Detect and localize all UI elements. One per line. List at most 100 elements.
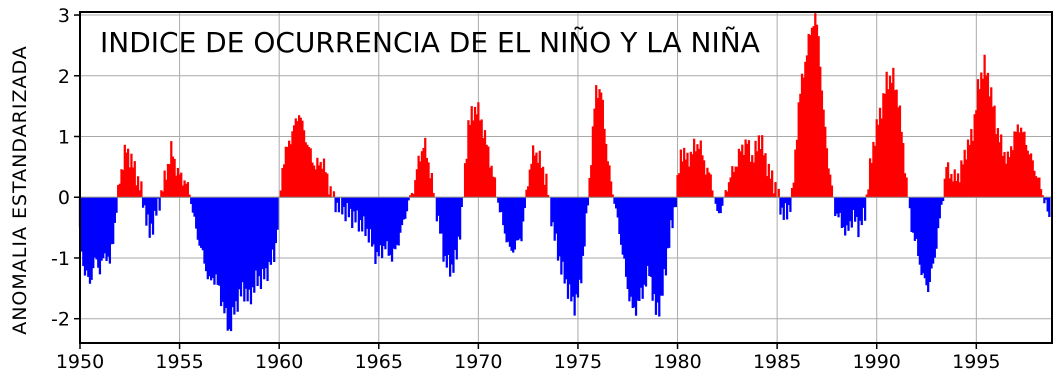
bar-357 xyxy=(683,147,686,198)
bar-342 xyxy=(658,197,661,317)
bar-284 xyxy=(561,197,565,262)
bar-212 xyxy=(437,197,440,216)
x-tick-label-6: 1980 xyxy=(653,351,701,373)
bar-109 xyxy=(259,197,263,290)
bar-175 xyxy=(374,197,377,265)
bar-149 xyxy=(327,194,331,198)
bar-417 xyxy=(787,197,790,206)
bar-266 xyxy=(530,163,533,198)
bar-424 xyxy=(799,93,802,198)
bar-429 xyxy=(807,33,810,198)
bar-345 xyxy=(663,197,666,270)
bar-301 xyxy=(590,165,593,198)
bar-197 xyxy=(410,192,414,198)
bar-512 xyxy=(948,178,951,198)
bar-173 xyxy=(371,197,374,247)
bar-119 xyxy=(276,197,279,230)
bar-158 xyxy=(346,197,349,204)
bar-415 xyxy=(784,197,787,204)
bar-302 xyxy=(591,126,595,198)
bar-31 xyxy=(130,153,133,198)
bar-462 xyxy=(863,197,867,221)
bar-519 xyxy=(960,160,963,198)
bar-501 xyxy=(930,197,933,269)
bar-203 xyxy=(420,151,424,198)
bar-202 xyxy=(419,161,422,198)
bar-460 xyxy=(860,197,863,226)
y-tick-label-0: 3 xyxy=(58,5,70,27)
bar-496 xyxy=(922,197,925,274)
bar-478 xyxy=(890,82,893,198)
bar-38 xyxy=(141,197,145,208)
bar-410 xyxy=(774,182,777,198)
bar-399 xyxy=(756,151,759,198)
bar-66 xyxy=(188,194,191,198)
bar-541 xyxy=(996,128,1000,198)
bar-371 xyxy=(706,167,709,198)
bar-147 xyxy=(324,172,327,198)
bar-261 xyxy=(522,197,525,222)
bar-122 xyxy=(283,164,286,198)
bar-225 xyxy=(458,197,462,240)
bar-335 xyxy=(646,197,649,266)
bar-28 xyxy=(125,152,128,198)
y-tick-label-3: 0 xyxy=(58,187,70,209)
bar-544 xyxy=(1001,155,1004,198)
bar-407 xyxy=(769,178,772,198)
bar-91 xyxy=(229,197,233,332)
bar-362 xyxy=(691,154,694,198)
bar-386 xyxy=(734,166,737,198)
bar-484 xyxy=(900,131,903,198)
bar-310 xyxy=(605,143,608,198)
bar-565 xyxy=(1036,177,1039,198)
bar-412 xyxy=(779,197,782,215)
bar-425 xyxy=(800,73,804,198)
bar-348 xyxy=(668,197,671,248)
bar-346 xyxy=(664,197,668,276)
bar-290 xyxy=(571,197,575,297)
bar-375 xyxy=(714,197,717,204)
bar-299 xyxy=(586,197,590,206)
bar-103 xyxy=(249,197,253,305)
bar-231 xyxy=(470,106,473,198)
bar-367 xyxy=(699,140,702,198)
bar-214 xyxy=(440,197,443,234)
bar-204 xyxy=(422,147,425,198)
bar-325 xyxy=(629,197,633,297)
bar-281 xyxy=(556,197,560,261)
bar-140 xyxy=(312,165,316,198)
bar-436 xyxy=(819,66,822,198)
bar-226 xyxy=(460,197,463,208)
bar-154 xyxy=(337,197,341,213)
bar-317 xyxy=(616,197,619,218)
plot-frame xyxy=(79,11,1053,344)
bar-18 xyxy=(108,197,112,264)
bar-50 xyxy=(161,191,165,198)
bar-485 xyxy=(902,143,905,198)
bar-105 xyxy=(253,197,256,293)
bar-384 xyxy=(731,166,734,198)
bar-507 xyxy=(940,197,943,205)
bar-116 xyxy=(271,197,274,250)
bar-427 xyxy=(804,61,807,198)
bar-43 xyxy=(150,197,153,224)
bar-132 xyxy=(299,117,302,198)
bar-503 xyxy=(933,197,936,258)
bar-125 xyxy=(288,140,291,198)
bar-339 xyxy=(653,197,656,295)
bar-510 xyxy=(945,167,948,198)
bar-451 xyxy=(845,197,848,226)
bar-160 xyxy=(349,197,352,209)
bar-418 xyxy=(789,197,792,212)
bar-523 xyxy=(966,139,970,198)
bar-79 xyxy=(209,197,213,281)
bar-341 xyxy=(656,197,659,303)
bar-300 xyxy=(588,177,591,198)
bar-354 xyxy=(678,173,681,198)
bar-452 xyxy=(847,197,850,231)
bar-99 xyxy=(243,197,246,302)
bar-401 xyxy=(759,149,762,198)
bar-26 xyxy=(122,170,125,198)
bar-71 xyxy=(196,197,199,240)
bar-330 xyxy=(638,197,641,301)
